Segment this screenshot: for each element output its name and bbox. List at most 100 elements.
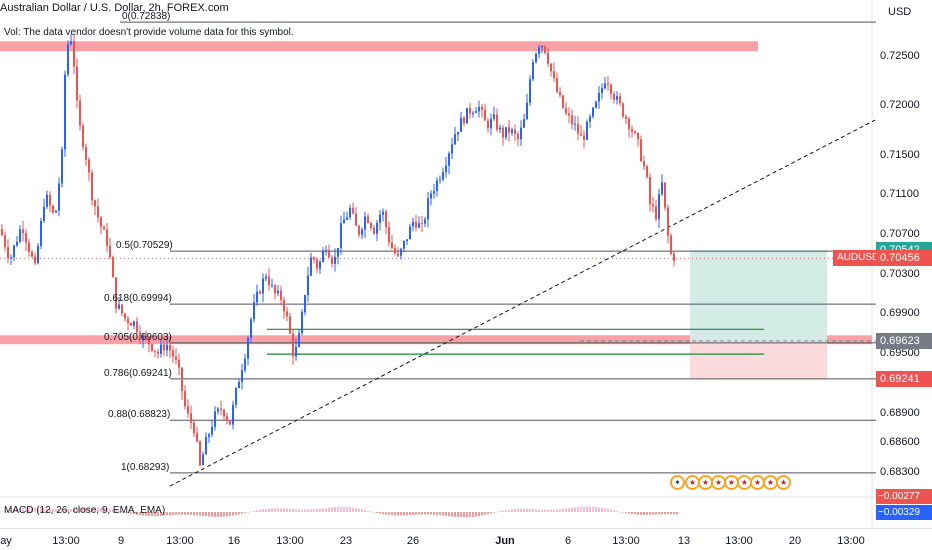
macd-bar (532, 509, 534, 512)
candle-body (430, 193, 432, 199)
candle-body (517, 133, 519, 140)
candle-body (427, 198, 429, 220)
candle-body (358, 225, 360, 235)
macd-bar (541, 509, 543, 512)
price-tick: 0.72000 (880, 99, 920, 112)
macd-bar (160, 512, 162, 516)
candle-body (349, 207, 351, 218)
us-flag-icon[interactable]: ★ (776, 475, 791, 490)
fib-level-label: 0.5(0.70529) (116, 240, 173, 252)
candle-body (649, 177, 651, 205)
candle-body (295, 346, 297, 357)
candle-body (85, 147, 87, 160)
candle-body (286, 311, 288, 317)
macd-signal-badge: −0.00329 (876, 505, 932, 520)
time-axis[interactable]: ay 13:00 9 13:00 16 13:00 23 26 Jun 6 13:00 13 13:00… (0, 528, 932, 550)
macd-bar (55, 509, 57, 512)
candle-body (451, 144, 453, 154)
macd-bar (538, 509, 540, 512)
macd-bar (352, 507, 354, 512)
macd-legend[interactable]: MACD (12, 26, close, 9, EMA, EMA) (4, 505, 166, 516)
candle-body (553, 71, 555, 79)
macd-bar (76, 508, 78, 512)
candle-body (79, 100, 81, 126)
macd-bar (142, 512, 144, 516)
macd-bar (169, 512, 171, 516)
candle-body (316, 259, 318, 269)
macd-bar (172, 512, 174, 516)
macd-bar (508, 509, 510, 512)
price-tick: 0.72500 (880, 49, 920, 62)
candle-body (250, 319, 252, 338)
candle-body (508, 127, 510, 133)
macd-bar (439, 512, 441, 516)
candle-body (40, 220, 42, 246)
macd-bar (385, 512, 387, 515)
candle-body (67, 44, 69, 75)
candle-body (271, 285, 273, 287)
macd-bar (583, 506, 585, 512)
candle-body (190, 413, 192, 423)
macd-bar (628, 512, 630, 514)
profit-area (690, 249, 827, 341)
symbol-title[interactable]: Australian Dollar / U.S. Dollar, 2h, FOR… (0, 2, 229, 14)
candle-body (481, 106, 483, 110)
fib-level-label: 0.705(0.69603) (104, 331, 172, 343)
price-tick: 0.70300 (880, 267, 920, 280)
candle-body (436, 180, 438, 191)
macd-bar (91, 507, 93, 512)
candle-body (646, 166, 648, 178)
macd-bar (292, 508, 294, 512)
macd-bar (118, 510, 120, 512)
candle-body (307, 275, 309, 296)
macd-bar (631, 512, 633, 515)
macd-bar (283, 508, 285, 512)
candle-body (133, 321, 135, 326)
macd-bar (577, 506, 579, 512)
candle-body (127, 318, 129, 324)
candle-body (289, 316, 291, 334)
time-tick: 13:00 (725, 535, 753, 547)
macd-bar (334, 507, 336, 512)
macd-bar (148, 512, 150, 517)
macd-bar (310, 509, 312, 512)
macd-bar (451, 512, 453, 517)
candle-body (574, 123, 576, 125)
time-tick: 26 (406, 535, 420, 547)
macd-bar (565, 508, 567, 512)
macd-bar (73, 508, 75, 512)
macd-bar (358, 508, 360, 512)
macd-bar (193, 512, 195, 516)
candle-body (37, 245, 39, 264)
candle-body (376, 222, 378, 234)
resistance-zone (0, 41, 758, 52)
macd-bar (37, 507, 39, 512)
candle-body (667, 207, 669, 236)
macd-bar (205, 512, 207, 517)
macd-bar (499, 511, 501, 512)
macd-bar (562, 508, 564, 512)
macd-bar (472, 512, 474, 517)
macd-bar (445, 512, 447, 516)
candle-body (16, 241, 18, 246)
macd-bar (376, 512, 378, 513)
macd-bar (85, 507, 87, 512)
macd-bar (199, 512, 201, 516)
last-price-badge: 0.70456 (876, 250, 932, 267)
macd-bar (274, 508, 276, 512)
au-flag-icon[interactable]: ✦ (670, 475, 685, 490)
candle-body (397, 253, 399, 256)
candle-body (121, 304, 123, 314)
candle-body (355, 213, 357, 226)
candle-body (304, 295, 306, 313)
currency-label[interactable]: USD (888, 6, 912, 18)
macd-bar (316, 508, 318, 512)
macd-bar (268, 508, 270, 512)
macd-bar (379, 512, 381, 514)
candle-body (268, 276, 270, 286)
candle-body (310, 257, 312, 276)
candle-body (70, 40, 72, 45)
candle-body (526, 102, 528, 120)
